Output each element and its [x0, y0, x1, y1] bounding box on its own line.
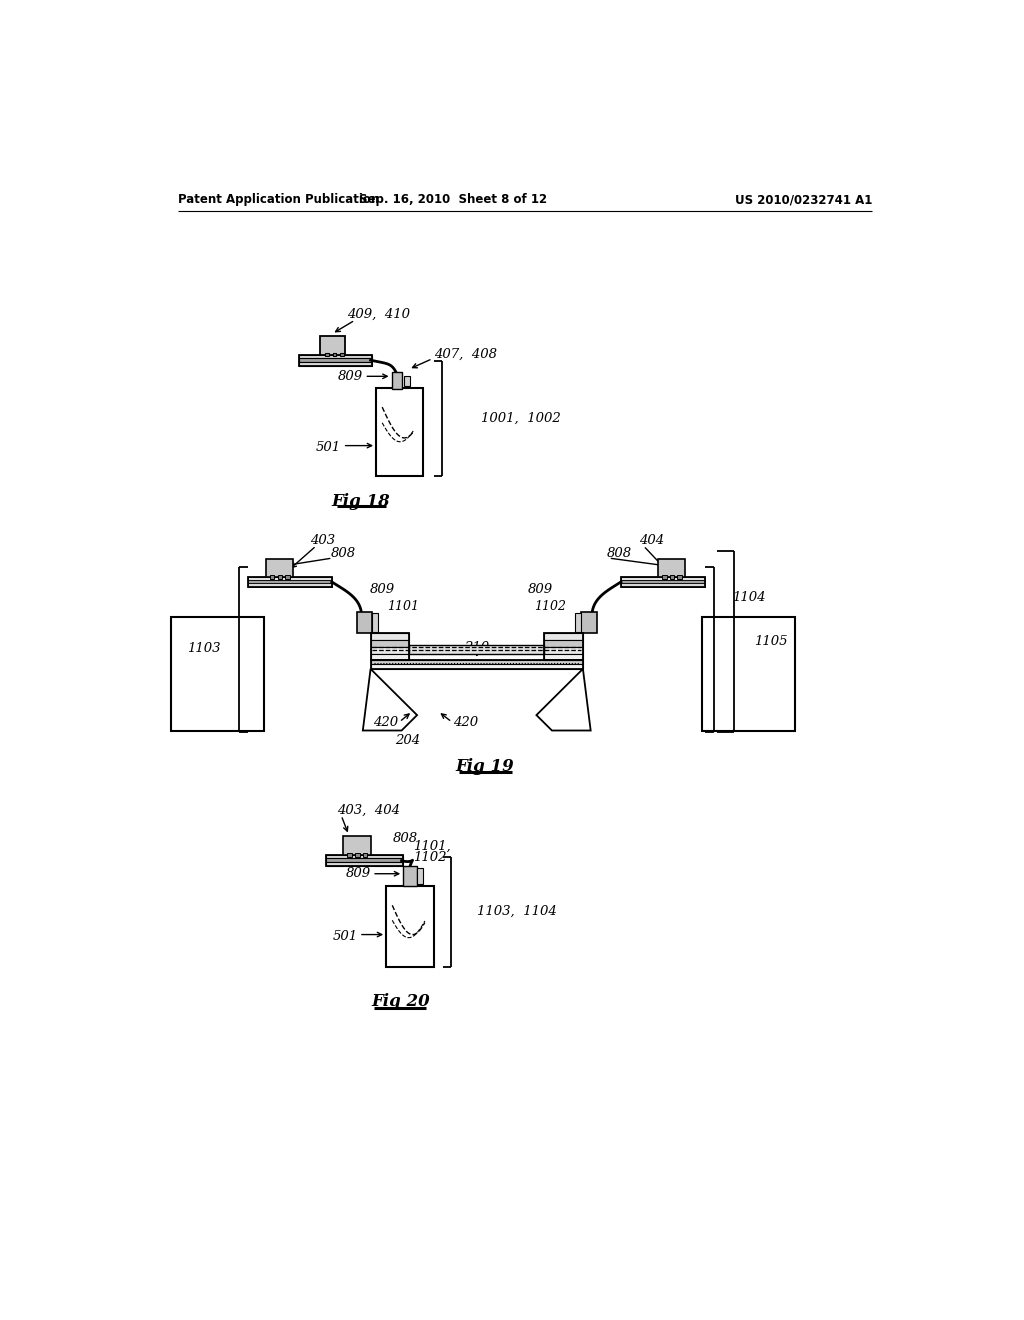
Text: Fig 20: Fig 20 — [372, 993, 430, 1010]
Bar — [356, 612, 372, 634]
Bar — [678, 576, 682, 578]
Text: 1001,  1002: 1001, 1002 — [480, 412, 560, 425]
Bar — [410, 645, 544, 655]
Bar — [248, 583, 332, 587]
Text: 808: 808 — [331, 546, 356, 560]
Bar — [248, 577, 332, 579]
Bar — [299, 355, 372, 358]
Bar — [248, 579, 332, 583]
Bar — [362, 853, 368, 857]
Text: 808: 808 — [607, 546, 632, 560]
Bar — [544, 653, 583, 660]
Text: 420: 420 — [454, 717, 478, 730]
Bar — [347, 853, 352, 857]
Bar — [658, 558, 685, 577]
Bar — [340, 354, 344, 356]
Bar — [355, 853, 359, 857]
Bar — [621, 577, 705, 587]
Bar — [299, 362, 372, 366]
Bar — [403, 376, 410, 387]
Bar — [286, 576, 290, 578]
Text: 204: 204 — [395, 734, 421, 747]
Text: 808: 808 — [393, 832, 418, 845]
Bar — [371, 634, 410, 640]
Text: 809: 809 — [345, 867, 371, 880]
Polygon shape — [362, 669, 417, 730]
Text: 1103,  1104: 1103, 1104 — [477, 906, 556, 917]
Bar — [333, 354, 337, 356]
Bar — [278, 576, 283, 578]
Bar — [544, 647, 583, 653]
Bar — [662, 576, 667, 578]
Bar — [371, 634, 410, 660]
Bar — [171, 618, 263, 731]
Bar — [391, 372, 402, 389]
Bar — [325, 354, 329, 356]
Text: 1103: 1103 — [187, 643, 221, 656]
Text: 1101: 1101 — [388, 601, 420, 612]
Bar — [371, 660, 583, 664]
Text: 1102: 1102 — [534, 601, 566, 612]
Text: 403: 403 — [310, 533, 335, 546]
Text: 420: 420 — [373, 717, 397, 730]
Text: 809: 809 — [370, 583, 395, 597]
Bar — [299, 355, 372, 366]
Bar — [321, 335, 345, 355]
Bar — [582, 612, 597, 634]
Text: Sep. 16, 2010  Sheet 8 of 12: Sep. 16, 2010 Sheet 8 of 12 — [359, 194, 548, 206]
Text: 404: 404 — [640, 533, 665, 546]
Bar — [386, 886, 434, 966]
Bar — [621, 579, 705, 583]
Bar — [270, 576, 274, 578]
Bar — [326, 855, 403, 866]
Bar — [575, 614, 582, 632]
Bar — [621, 583, 705, 587]
Bar — [403, 866, 417, 886]
Bar — [701, 618, 795, 731]
Bar — [371, 647, 410, 653]
Text: Fig 18: Fig 18 — [331, 492, 390, 510]
Bar — [326, 858, 403, 862]
Bar — [371, 664, 583, 669]
Bar — [343, 836, 371, 855]
Text: 210: 210 — [464, 640, 489, 653]
Text: 501: 501 — [316, 441, 341, 454]
Text: Fig 19: Fig 19 — [455, 758, 514, 775]
Text: 403,  404: 403, 404 — [337, 804, 400, 817]
Bar — [544, 634, 583, 640]
Text: 809: 809 — [338, 370, 362, 383]
Text: 1101,: 1101, — [414, 840, 451, 853]
Bar — [372, 614, 378, 632]
Text: 1105: 1105 — [755, 635, 787, 648]
Bar — [326, 855, 403, 858]
Bar — [299, 358, 372, 362]
Bar — [326, 862, 403, 866]
Text: 1104: 1104 — [732, 591, 766, 603]
Text: US 2010/0232741 A1: US 2010/0232741 A1 — [734, 194, 872, 206]
Polygon shape — [537, 669, 591, 730]
Bar — [371, 653, 410, 660]
Text: 407,  408: 407, 408 — [434, 348, 497, 362]
Bar — [621, 577, 705, 579]
Bar — [544, 634, 583, 660]
Bar — [670, 576, 675, 578]
Text: 409,  410: 409, 410 — [346, 308, 410, 321]
Bar — [371, 640, 410, 647]
Bar — [371, 660, 583, 669]
Text: 809: 809 — [527, 583, 553, 597]
Bar — [376, 388, 423, 477]
Text: Patent Application Publication: Patent Application Publication — [178, 194, 380, 206]
Text: 501: 501 — [332, 929, 357, 942]
Bar — [544, 640, 583, 647]
Bar — [248, 577, 332, 587]
Bar — [266, 558, 293, 577]
Bar — [417, 869, 423, 884]
Text: 1102: 1102 — [414, 851, 446, 865]
